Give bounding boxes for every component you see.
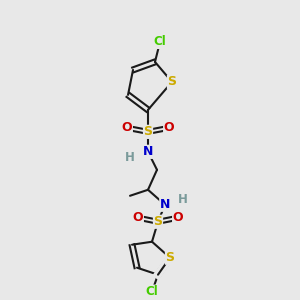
Text: S: S (167, 75, 176, 88)
Text: S: S (154, 215, 163, 228)
Text: O: O (173, 211, 183, 224)
Text: O: O (122, 122, 132, 134)
Text: S: S (166, 251, 175, 264)
Text: Cl: Cl (154, 35, 166, 49)
Text: S: S (143, 125, 152, 138)
Text: O: O (133, 211, 143, 224)
Text: N: N (143, 145, 153, 158)
Text: N: N (160, 198, 170, 211)
Text: Cl: Cl (146, 285, 158, 298)
Text: H: H (125, 151, 135, 164)
Text: H: H (178, 193, 188, 206)
Text: O: O (164, 122, 174, 134)
